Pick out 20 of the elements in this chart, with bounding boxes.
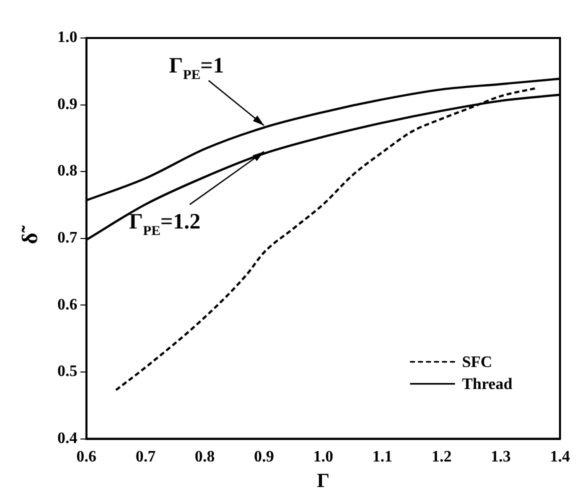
- x-tick-label: 1.4: [550, 448, 570, 466]
- x-axis-title: Γ: [316, 470, 330, 492]
- x-tick-label: 1.2: [432, 448, 452, 466]
- x-tick-label: 1.0: [313, 448, 334, 466]
- x-tick-label: 0.9: [254, 448, 274, 466]
- y-axis-title: δ̃: [16, 224, 42, 244]
- y-tick-label: 0.6: [57, 296, 78, 314]
- y-tick-label: 0.8: [57, 162, 78, 180]
- x-tick-label: 1.3: [490, 448, 511, 466]
- y-tick-label: 0.7: [57, 230, 78, 247]
- y-tick-label: 0.5: [57, 363, 78, 380]
- x-tick-label: 0.6: [76, 448, 96, 466]
- y-tick-label: 1.0: [57, 29, 78, 46]
- legend-label: Thread: [462, 376, 512, 393]
- y-tick-label: 0.4: [57, 430, 78, 447]
- x-tick-label: 1.1: [372, 448, 392, 466]
- x-tick-label: 0.7: [136, 448, 156, 466]
- legend-label: SFC: [462, 354, 492, 371]
- y-tick-label: 0.9: [57, 96, 78, 113]
- x-tick-label: 0.8: [194, 448, 215, 466]
